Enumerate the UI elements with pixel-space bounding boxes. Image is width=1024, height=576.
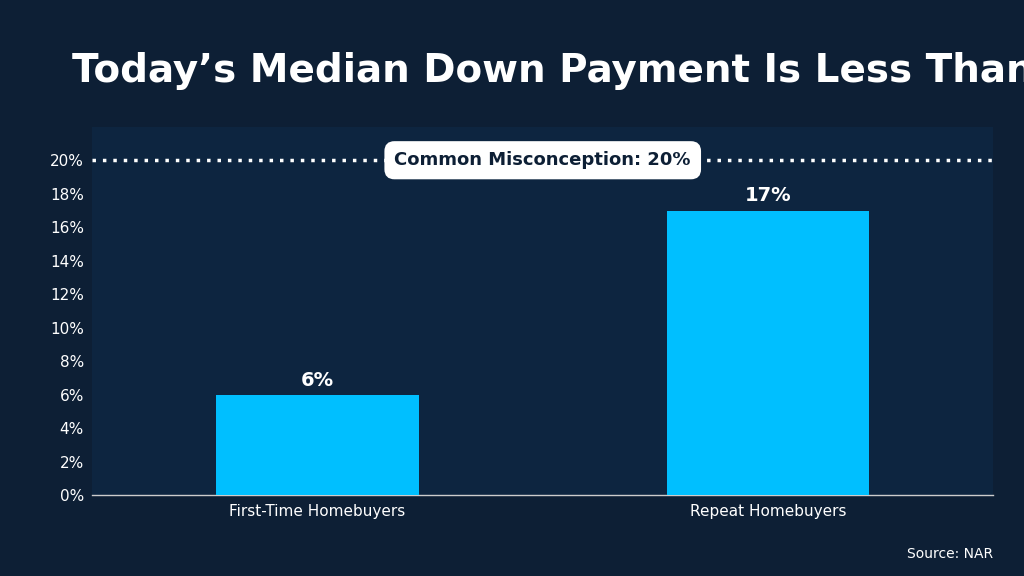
Bar (667, 210, 869, 495)
Bar (216, 395, 419, 495)
Text: Today’s Median Down Payment Is Less Than 20%: Today’s Median Down Payment Is Less Than… (72, 52, 1024, 90)
Text: 17%: 17% (744, 187, 792, 206)
Text: Common Misconception: 20%: Common Misconception: 20% (394, 151, 691, 169)
Text: 6%: 6% (301, 371, 334, 390)
Text: Source: NAR: Source: NAR (907, 547, 993, 562)
